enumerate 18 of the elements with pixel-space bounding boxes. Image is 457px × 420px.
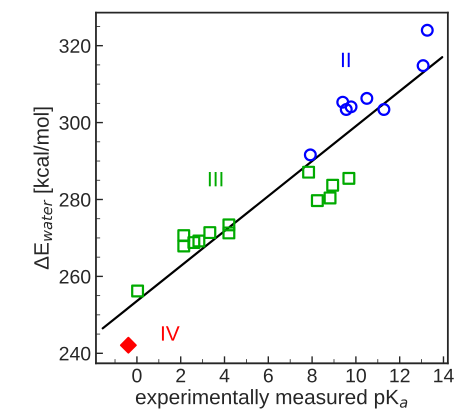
series-label: IV: [162, 326, 180, 341]
x-tick-label: 0: [132, 368, 142, 382]
x-tick-label: 2: [176, 368, 186, 382]
y-tick-label: 260: [60, 270, 90, 284]
y-tick-label: 240: [60, 346, 90, 361]
x-axis-title: experimentally measured pK$_{a}$: [136, 389, 408, 408]
y-tick-label: 280: [60, 192, 90, 207]
x-tick-label: 6: [264, 368, 273, 382]
y-tick-label: 300: [59, 116, 90, 130]
x-tick-label: 4: [220, 368, 230, 382]
y-tick-label: 320: [59, 39, 90, 53]
series-label: II: [342, 52, 350, 68]
x-tick-label: 14: [434, 368, 454, 382]
y-axis-title: ΔE$_{water}$ [kcal/mol]: [34, 108, 53, 270]
x-tick-label: 8: [308, 368, 317, 382]
x-tick-label: 10: [346, 368, 366, 382]
x-tick-label: 12: [390, 368, 410, 382]
series-label: III: [208, 172, 222, 186]
